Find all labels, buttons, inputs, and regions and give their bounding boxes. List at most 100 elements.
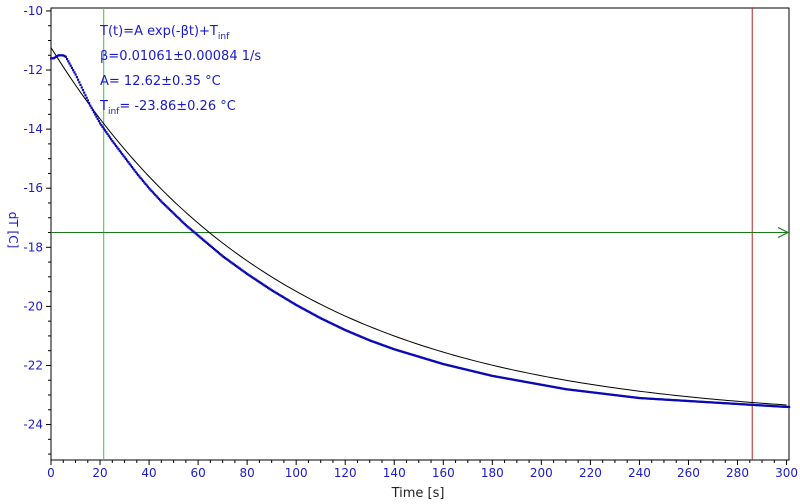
- data-point: [259, 281, 262, 285]
- data-point: [783, 405, 786, 408]
- data-point: [420, 356, 423, 359]
- data-point: [303, 308, 306, 311]
- data-point: [394, 348, 397, 351]
- data-point: [209, 244, 212, 248]
- data-point: [465, 368, 468, 371]
- data-point: [501, 376, 504, 379]
- data-point: [699, 400, 702, 403]
- data-point: [714, 401, 717, 404]
- data-point: [530, 381, 533, 385]
- data-point: [557, 386, 560, 389]
- data-point: [774, 405, 777, 408]
- data-point: [622, 395, 625, 398]
- data-point: [738, 403, 742, 406]
- data-point: [336, 325, 340, 328]
- data-point: [320, 317, 324, 320]
- data-point: [226, 258, 229, 261]
- data-point: [606, 393, 609, 396]
- data-point: [140, 178, 143, 181]
- data-point: [381, 343, 384, 346]
- data-point: [718, 401, 721, 404]
- data-point: [618, 394, 622, 397]
- data-point: [752, 403, 755, 407]
- data-point: [651, 397, 655, 400]
- data-point: [50, 57, 53, 60]
- data-point: [688, 399, 691, 403]
- data-point: [392, 347, 395, 350]
- data-point: [515, 379, 519, 382]
- data-point: [445, 363, 449, 367]
- data-point: [281, 295, 284, 298]
- data-point: [373, 341, 376, 344]
- fit-annotation: T(t)=A exp(-βt)+Tinf β=0.01061±0.00084 1/…: [99, 24, 261, 117]
- data-point: [470, 369, 473, 372]
- data-point: [346, 330, 349, 333]
- data-point: [656, 398, 660, 401]
- data-point: [144, 182, 147, 185]
- data-point: [84, 94, 87, 97]
- data-point: [238, 267, 241, 270]
- data-point: [398, 349, 401, 352]
- cursor-arrow-icon[interactable]: [777, 226, 790, 239]
- data-point: [287, 299, 291, 302]
- data-point: [76, 78, 80, 81]
- data-point: [759, 404, 762, 407]
- data-point: [597, 392, 601, 395]
- data-point: [596, 391, 599, 395]
- data-point: [693, 400, 696, 403]
- data-point: [111, 139, 114, 143]
- data-point: [112, 141, 115, 144]
- data-point: [273, 290, 276, 293]
- data-point: [611, 393, 614, 396]
- data-point: [430, 359, 433, 362]
- data-point: [647, 397, 650, 400]
- data-point: [178, 218, 181, 221]
- data-point: [86, 99, 89, 102]
- data-point: [441, 362, 444, 365]
- data-point: [686, 399, 689, 403]
- data-point: [173, 213, 177, 216]
- x-tick-label: 100: [285, 466, 308, 480]
- data-point: [461, 367, 465, 370]
- data-point: [482, 372, 485, 375]
- data-point: [558, 386, 561, 390]
- data-point: [745, 403, 748, 406]
- data-point: [523, 380, 526, 383]
- data-point: [182, 221, 185, 224]
- data-point: [73, 71, 76, 74]
- data-point: [552, 385, 555, 389]
- data-point: [653, 397, 656, 401]
- data-point: [200, 237, 203, 240]
- data-point: [621, 394, 624, 398]
- data-point: [436, 361, 439, 364]
- data-point: [639, 397, 642, 400]
- data-point: [721, 401, 724, 405]
- data-point: [419, 355, 422, 359]
- data-point: [781, 405, 785, 408]
- data-point: [269, 288, 272, 291]
- data-point: [716, 401, 720, 404]
- data-point: [133, 169, 136, 172]
- data-point: [678, 399, 682, 402]
- data-point: [779, 405, 782, 408]
- data-point: [685, 399, 688, 402]
- data-point: [645, 397, 648, 400]
- data-point: [753, 403, 756, 407]
- data-point: [330, 322, 333, 325]
- data-point: [312, 313, 315, 316]
- data-point: [764, 404, 767, 407]
- data-point: [393, 348, 396, 351]
- data-point: [114, 144, 118, 148]
- data-point: [149, 188, 152, 191]
- data-point: [379, 343, 382, 346]
- data-point: [580, 390, 584, 393]
- data-point: [667, 398, 671, 401]
- data-point: [763, 404, 766, 407]
- data-point: [246, 272, 249, 276]
- data-point: [99, 122, 102, 125]
- data-point: [517, 379, 520, 382]
- data-point: [612, 393, 615, 397]
- data-point: [285, 297, 288, 301]
- data-point: [593, 391, 596, 394]
- data-point: [510, 378, 514, 381]
